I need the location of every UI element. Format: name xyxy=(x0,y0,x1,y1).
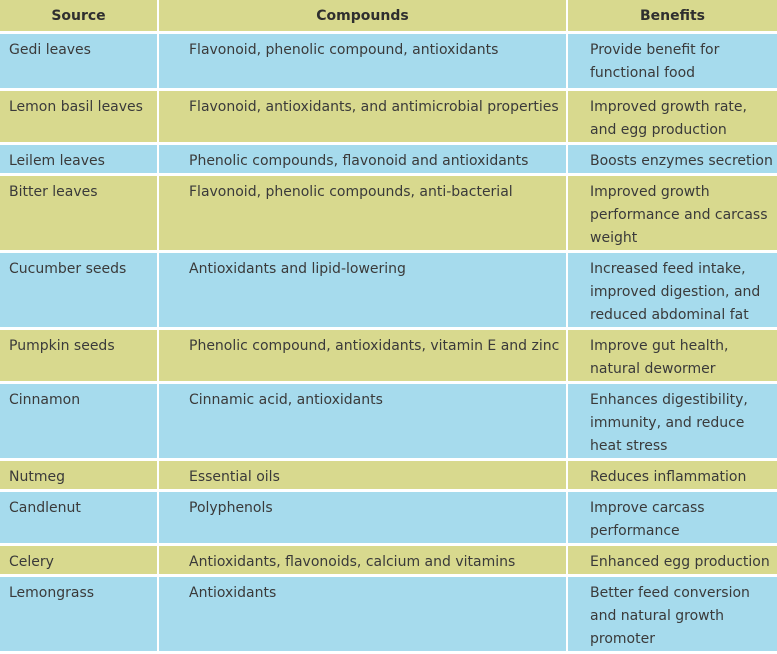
cell-source: Candlenut xyxy=(0,492,157,546)
header-source: Source xyxy=(0,0,157,34)
table-row: Nutmeg Essential oils Reduces inflammati… xyxy=(0,461,777,492)
table-row: Candlenut Polyphenols Improve carcass pe… xyxy=(0,492,777,546)
table-row: Lemongrass Antioxidants Better feed conv… xyxy=(0,577,777,654)
cell-benefits: Enhances digestibility, immunity, and re… xyxy=(566,384,777,461)
table-row: Celery Antioxidants, flavonoids, calcium… xyxy=(0,546,777,577)
table-row: Bitter leaves Flavonoid, phenolic compou… xyxy=(0,176,777,253)
cell-compounds: Flavonoid, phenolic compounds, anti-bact… xyxy=(157,176,566,253)
cell-benefits: Enhanced egg production xyxy=(566,546,777,577)
table-row: Cinnamon Cinnamic acid, antioxidants Enh… xyxy=(0,384,777,461)
table-row: Leilem leaves Phenolic compounds, flavon… xyxy=(0,145,777,176)
cell-benefits: Boosts enzymes secretion xyxy=(566,145,777,176)
header-benefits: Benefits xyxy=(566,0,777,34)
cell-source: Cinnamon xyxy=(0,384,157,461)
table-row: Gedi leaves Flavonoid, phenolic compound… xyxy=(0,34,777,91)
table-row: Pumpkin seeds Phenolic compound, antioxi… xyxy=(0,330,777,384)
cell-source: Nutmeg xyxy=(0,461,157,492)
table-row: Lemon basil leaves Flavonoid, antioxidan… xyxy=(0,91,777,145)
table-row: Cucumber seeds Antioxidants and lipid-lo… xyxy=(0,253,777,330)
header-row: Source Compounds Benefits xyxy=(0,0,777,34)
cell-benefits: Improve carcass performance xyxy=(566,492,777,546)
header-compounds: Compounds xyxy=(157,0,566,34)
cell-benefits: Provide benefit for functional food xyxy=(566,34,777,91)
cell-compounds: Antioxidants, flavonoids, calcium and vi… xyxy=(157,546,566,577)
cell-compounds: Flavonoid, phenolic compound, antioxidan… xyxy=(157,34,566,91)
cell-source: Cucumber seeds xyxy=(0,253,157,330)
cell-compounds: Phenolic compound, antioxidants, vitamin… xyxy=(157,330,566,384)
table-header: Source Compounds Benefits xyxy=(0,0,777,34)
cell-source: Pumpkin seeds xyxy=(0,330,157,384)
cell-source: Lemon basil leaves xyxy=(0,91,157,145)
cell-compounds: Essential oils xyxy=(157,461,566,492)
cell-benefits: Reduces inflammation xyxy=(566,461,777,492)
cell-source: Bitter leaves xyxy=(0,176,157,253)
cell-compounds: Flavonoid, antioxidants, and antimicrobi… xyxy=(157,91,566,145)
cell-source: Celery xyxy=(0,546,157,577)
cell-benefits: Improve gut health, natural dewormer xyxy=(566,330,777,384)
cell-source: Gedi leaves xyxy=(0,34,157,91)
cell-compounds: Antioxidants and lipid-lowering xyxy=(157,253,566,330)
cell-benefits: Improved growth performance and carcass … xyxy=(566,176,777,253)
cell-benefits: Improved growth rate, and egg production xyxy=(566,91,777,145)
cell-source: Lemongrass xyxy=(0,577,157,654)
cell-compounds: Polyphenols xyxy=(157,492,566,546)
cell-compounds: Phenolic compounds, flavonoid and antiox… xyxy=(157,145,566,176)
cell-benefits: Increased feed intake, improved digestio… xyxy=(566,253,777,330)
cell-compounds: Cinnamic acid, antioxidants xyxy=(157,384,566,461)
cell-benefits: Better feed conversion and natural growt… xyxy=(566,577,777,654)
cell-compounds: Antioxidants xyxy=(157,577,566,654)
table-body: Gedi leaves Flavonoid, phenolic compound… xyxy=(0,34,777,654)
cell-source: Leilem leaves xyxy=(0,145,157,176)
